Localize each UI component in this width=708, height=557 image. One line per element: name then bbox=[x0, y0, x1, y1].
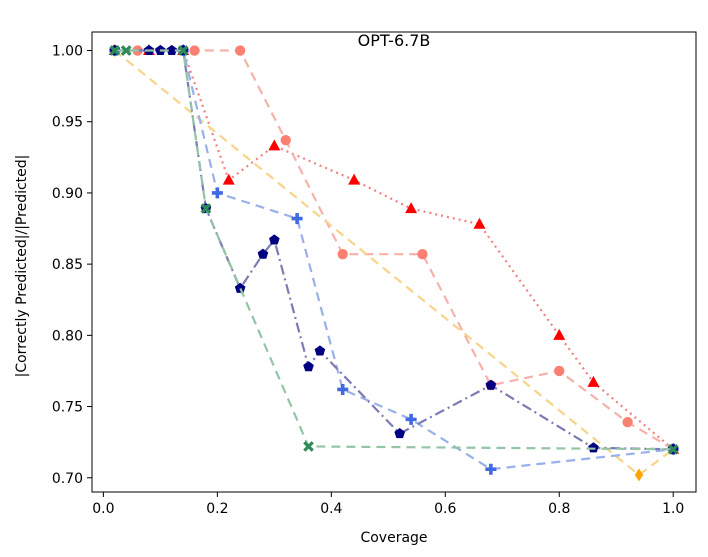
data-point-5 bbox=[667, 443, 679, 455]
data-point-2 bbox=[189, 45, 200, 56]
series-seagreen-x-dashed bbox=[109, 45, 679, 455]
y-tick-label: 0.85 bbox=[52, 257, 83, 273]
data-point-3 bbox=[166, 44, 178, 56]
data-point-6 bbox=[485, 463, 497, 475]
series-layer bbox=[108, 44, 680, 482]
y-tick-label: 0.75 bbox=[52, 400, 83, 416]
data-point-7 bbox=[257, 248, 269, 259]
data-point-9 bbox=[587, 375, 600, 387]
axes-layer: 0.0 0.2 0.4 0.6 0.8 1.0 0.70 0.75 0.80 0.85 0.90 0.… bbox=[52, 31, 697, 517]
data-point-4 bbox=[268, 139, 281, 151]
x-tick-label: 0.2 bbox=[206, 501, 228, 517]
data-point-3 bbox=[200, 203, 212, 214]
data-point-5 bbox=[337, 248, 348, 260]
plot-frame bbox=[91, 31, 697, 493]
data-point-4 bbox=[337, 383, 349, 395]
series-line-royalblue-plus-dashed bbox=[114, 49, 674, 471]
data-point-9 bbox=[622, 417, 633, 428]
data-point-13 bbox=[588, 442, 599, 453]
data-point-6 bbox=[405, 202, 418, 214]
chart-title: OPT-6.7B bbox=[358, 31, 431, 50]
y-axis-label: |Correctly Predicted|/|Predicted| bbox=[14, 155, 30, 378]
data-point-1 bbox=[634, 468, 644, 482]
x-tick-label: 0.8 bbox=[548, 501, 570, 517]
data-point-3 bbox=[222, 173, 235, 185]
y-tick-label: 1.00 bbox=[52, 44, 83, 60]
data-point-1 bbox=[120, 45, 132, 56]
data-point-11 bbox=[394, 428, 406, 439]
data-point-5 bbox=[405, 413, 417, 425]
y-tick-label: 0.95 bbox=[52, 115, 83, 131]
data-point-2 bbox=[177, 45, 189, 56]
data-point-9 bbox=[303, 361, 314, 372]
data-point-8 bbox=[269, 234, 280, 245]
data-point-10 bbox=[314, 345, 326, 356]
series-line-seagreen-x-dashed bbox=[114, 49, 674, 451]
data-point-4 bbox=[280, 135, 291, 146]
x-axis-label: Coverage bbox=[360, 530, 427, 546]
data-point-3 bbox=[234, 45, 246, 56]
x-tick-label: 0.6 bbox=[434, 501, 456, 517]
y-tick-label: 0.70 bbox=[52, 471, 83, 487]
x-tick-label: 0.4 bbox=[320, 501, 342, 517]
data-point-12 bbox=[485, 379, 497, 390]
data-point-8 bbox=[553, 328, 566, 340]
data-point-8 bbox=[554, 365, 565, 377]
x-tick-label: 0.0 bbox=[92, 501, 114, 517]
data-point-6 bbox=[234, 282, 246, 293]
x-tick-label: 1.0 bbox=[662, 501, 684, 517]
y-tick-label: 0.80 bbox=[52, 328, 83, 344]
data-point-6 bbox=[417, 248, 428, 260]
data-point-3 bbox=[291, 213, 303, 225]
data-point-0 bbox=[109, 45, 121, 56]
data-point-2 bbox=[211, 187, 223, 199]
data-point-5 bbox=[348, 173, 361, 185]
data-point-7 bbox=[473, 217, 486, 229]
y-tick-label: 0.90 bbox=[52, 186, 83, 202]
data-point-4 bbox=[303, 441, 314, 452]
